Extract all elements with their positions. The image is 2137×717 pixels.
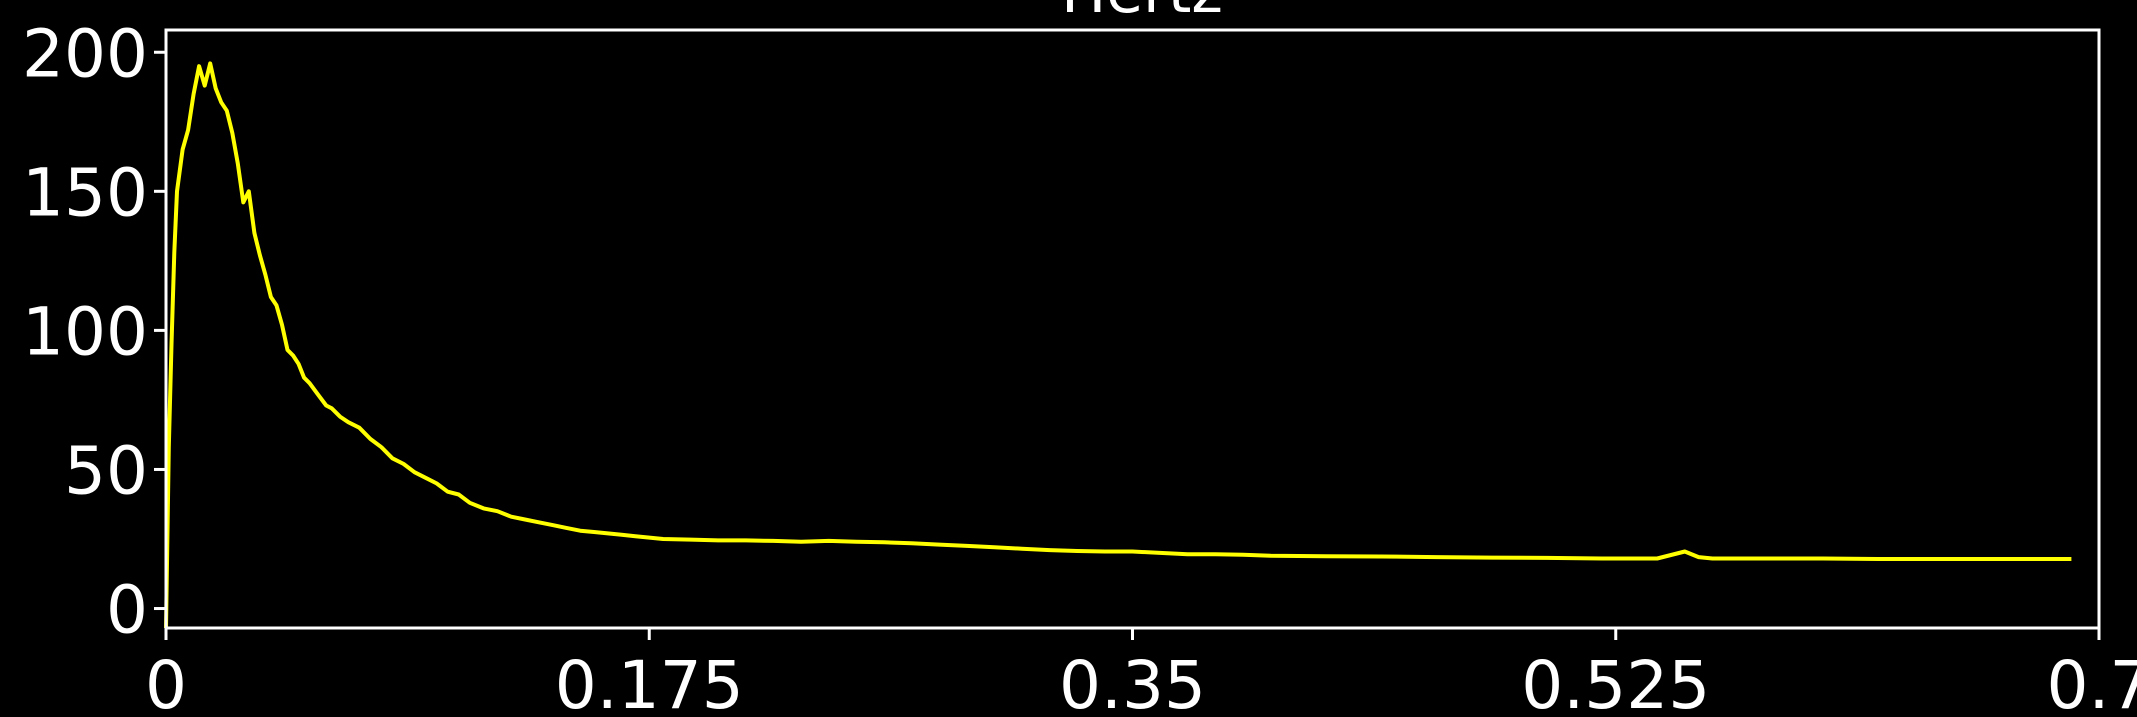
y-tick-label: 100: [22, 293, 148, 370]
y-axis-ticks: 0 50 100 150 200: [22, 15, 166, 649]
x-tick-label: 0.7: [2047, 647, 2137, 717]
chart-title: Hertz: [1061, 0, 1223, 27]
x-tick-label: 0.175: [555, 647, 744, 717]
plot-area: [164, 61, 2072, 629]
series-line-0: [164, 61, 2072, 629]
y-tick-label: 200: [22, 15, 148, 92]
y-tick-label: 50: [64, 432, 148, 509]
x-tick-label: 0.525: [1521, 647, 1710, 717]
x-tick-label: 0: [145, 647, 187, 717]
axes-frame: [164, 28, 2101, 630]
y-tick-label: 0: [106, 572, 148, 649]
x-tick-label: 0.35: [1059, 647, 1206, 717]
y-tick-label: 150: [22, 154, 148, 231]
x-axis-ticks: 0 0.175 0.35 0.525 0.7: [145, 628, 2137, 717]
